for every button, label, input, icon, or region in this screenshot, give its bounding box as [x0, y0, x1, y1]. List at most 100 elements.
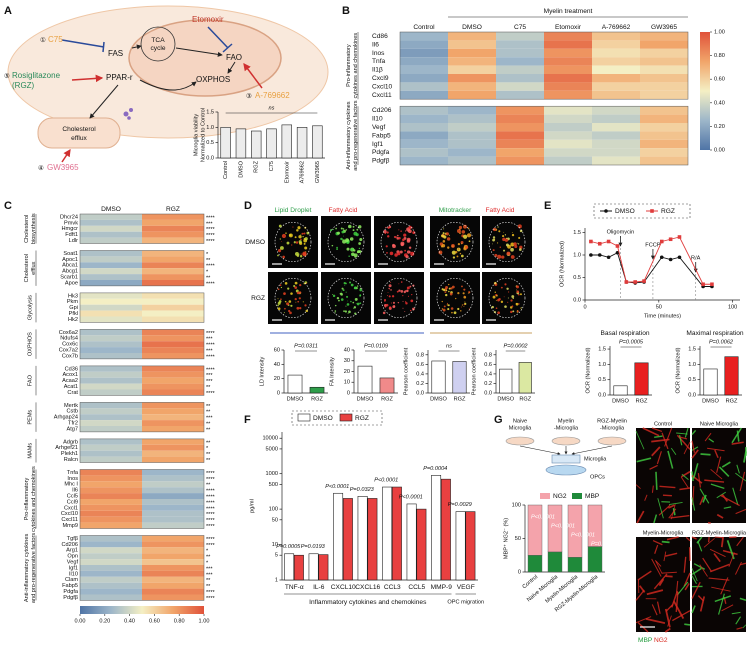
- heatmap-cell: [640, 114, 688, 123]
- image-fiber: [668, 504, 675, 509]
- image-speckle: [412, 227, 414, 229]
- cell-outline: [488, 221, 526, 263]
- image-speckle: [281, 241, 282, 243]
- arrow: [71, 74, 104, 83]
- image-speckle: [286, 241, 290, 245]
- heatmap-cell: [142, 365, 204, 372]
- image-speckle: [492, 243, 493, 245]
- image-fiber: [683, 556, 687, 573]
- gene-label: Cox6c: [62, 342, 78, 348]
- image-speckle: [353, 307, 355, 309]
- y-tick-label: 0.0: [484, 390, 492, 396]
- heatmap-cell: [496, 123, 544, 132]
- gene-label: Hmgcr: [62, 226, 79, 232]
- image-speckle: [497, 311, 500, 315]
- image-speckle: [284, 300, 287, 303]
- heatmap-cell: [496, 156, 544, 165]
- y-axis-label: OCR (Normalized): [559, 241, 565, 287]
- bar: [308, 553, 319, 581]
- image-speckle: [384, 306, 387, 308]
- image-speckle: [397, 301, 400, 304]
- image-speckle: [495, 307, 498, 310]
- image-header: Fatty Acid: [329, 207, 358, 214]
- heatmap-cell: [80, 456, 142, 463]
- heatmap-cell: [592, 123, 640, 132]
- group-label: and pro-regenerative factors: [353, 100, 359, 170]
- p-value: P<0.0001: [374, 478, 398, 484]
- image-speckle: [516, 285, 520, 289]
- tca-circle: [140, 26, 176, 62]
- dish-label: Microglia: [509, 425, 532, 431]
- heatmap-cell: [80, 475, 142, 482]
- point: [677, 255, 682, 260]
- image-fiber: [666, 536, 679, 541]
- image-speckle: [306, 231, 310, 235]
- image-fiber: [691, 497, 696, 511]
- x-tick-label: 100: [728, 304, 737, 310]
- heatmap-cell: [448, 148, 496, 157]
- image-fiber: [739, 471, 746, 492]
- p-value: P<0.0001: [531, 514, 555, 520]
- bar: [220, 127, 231, 159]
- legend-swatch: [540, 493, 550, 499]
- gene-label: Cd36: [65, 366, 78, 372]
- heatmap-cell: [142, 456, 204, 463]
- image-speckle: [390, 302, 392, 304]
- micrograph: [268, 272, 318, 324]
- image-fiber: [691, 440, 696, 453]
- heatmap-cell: [496, 48, 544, 58]
- y-tick-label: 10: [272, 542, 278, 548]
- y-tick-label: 0.0: [416, 390, 424, 396]
- colorbar-label: 0.40: [714, 100, 725, 106]
- colorbar: [80, 606, 204, 614]
- column-label: DMSO: [101, 206, 121, 213]
- image-speckle: [503, 231, 505, 233]
- colorbar-label: 0.00: [714, 147, 725, 153]
- heatmap-cell: [80, 335, 142, 342]
- heatmap-cell: [80, 570, 142, 577]
- image-speckle: [294, 281, 298, 285]
- image-speckle: [456, 229, 461, 234]
- heatmap-cell: [80, 214, 142, 220]
- heatmap-cell: [592, 139, 640, 149]
- dish-label: -Microglia: [600, 425, 625, 431]
- y-tick-label: 1.5: [598, 347, 606, 353]
- image-speckle: [518, 303, 520, 305]
- image-speckle: [305, 309, 309, 313]
- y-tick-label: 1.5: [573, 230, 581, 236]
- x-tick-label: Control: [522, 574, 540, 590]
- image-speckle: [494, 253, 498, 257]
- image-fiber: [714, 595, 732, 603]
- heatmap-cell: [142, 347, 204, 353]
- legend-label: MBP: [585, 493, 600, 500]
- image-speckle: [302, 251, 307, 256]
- heatmap-cell: [496, 148, 544, 157]
- image-speckle: [497, 226, 499, 228]
- image-fiber: [709, 548, 726, 558]
- image-speckle: [466, 233, 472, 238]
- image-speckle: [494, 291, 496, 293]
- image-speckle: [390, 289, 392, 291]
- image-speckle: [463, 295, 465, 297]
- image-fiber: [656, 451, 662, 465]
- gene-label: Abcg1: [62, 269, 78, 275]
- image-speckle: [397, 252, 401, 256]
- gene-label: Hk2: [68, 317, 78, 323]
- image-speckle: [336, 246, 338, 249]
- significance-stars: **: [206, 555, 211, 561]
- cell-outline: [327, 221, 365, 263]
- gene-label: Apoe: [65, 280, 78, 286]
- image-speckle: [512, 310, 515, 313]
- image-speckle: [510, 299, 513, 302]
- image-speckle: [340, 298, 344, 301]
- heatmap-cell: [142, 444, 204, 451]
- p-value: P=0.0323: [350, 487, 375, 493]
- gene-label: Abca1: [62, 263, 78, 269]
- image-speckle: [298, 240, 302, 244]
- image-fiber: [651, 438, 670, 443]
- image-speckle: [412, 284, 415, 287]
- significance-stars: ***: [206, 349, 213, 355]
- heatmap-cell: [80, 231, 142, 238]
- heatmap-cell: [80, 510, 142, 517]
- x-tick-label: CXCL16: [355, 584, 380, 591]
